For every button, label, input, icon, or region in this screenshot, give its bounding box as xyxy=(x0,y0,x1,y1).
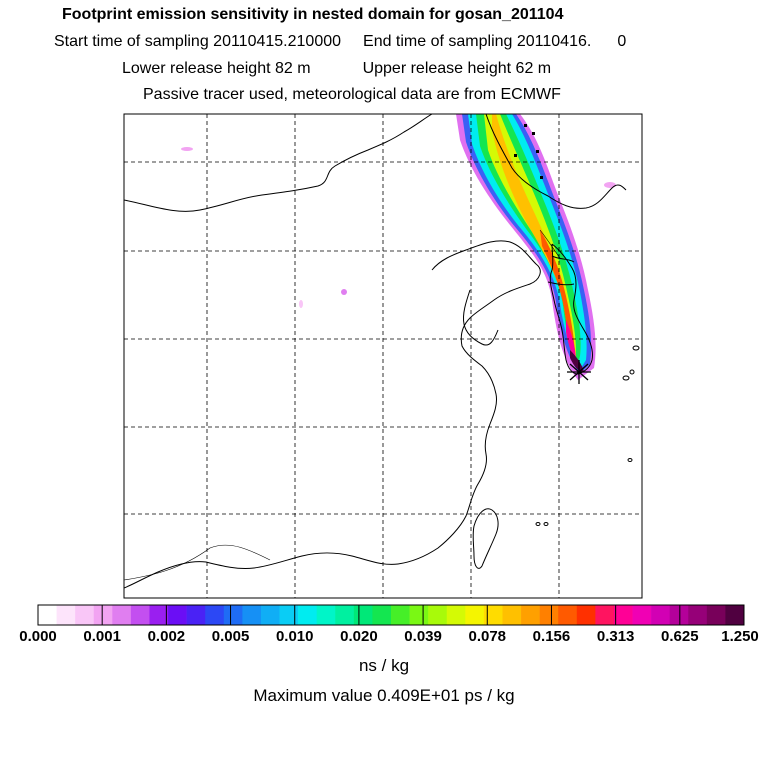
colorbar-tick-label: 0.000 xyxy=(19,628,57,645)
colorbar xyxy=(37,604,745,626)
colorbar-tick-label: 1.250 xyxy=(721,628,759,645)
colorbar-swatch xyxy=(465,605,485,625)
units-label: ns / kg xyxy=(358,656,410,675)
colorbar-swatch xyxy=(372,605,392,625)
colorbar-swatch xyxy=(298,605,317,625)
colorbar-tick-label: 0.313 xyxy=(596,628,635,645)
map-title: Footprint emission sensitivity in nested… xyxy=(62,6,564,23)
map-frame xyxy=(123,113,643,599)
emission-plume xyxy=(181,114,616,380)
colorbar-swatch xyxy=(223,605,243,625)
country-borders xyxy=(124,229,561,581)
colorbar-tick-label: 0.005 xyxy=(211,628,250,645)
colorbar-swatch xyxy=(483,605,503,625)
colorbar-tick-label: 0.010 xyxy=(275,628,314,645)
plume-dots xyxy=(514,124,543,179)
colorbar-swatch xyxy=(409,605,429,625)
colorbar-swatch xyxy=(576,605,596,625)
colorbar-tick-label: 0.078 xyxy=(468,628,507,645)
colorbar-swatch xyxy=(539,605,559,625)
colorbar-swatch xyxy=(669,605,689,625)
release-height-line: Lower release height 82 m Upper release h… xyxy=(122,60,551,78)
upper-release-label: Upper release height 62 m xyxy=(362,60,552,77)
colorbar-swatch xyxy=(205,605,225,625)
colorbar-swatch xyxy=(725,605,745,625)
colorbar-swatch xyxy=(521,605,540,625)
colorbar-swatch xyxy=(149,605,169,625)
colorbar-swatch xyxy=(93,605,113,625)
sampling-time-line: Start time of sampling 20110415.210000 En… xyxy=(54,33,626,51)
colorbar-swatch xyxy=(38,605,57,625)
colorbar-swatch xyxy=(130,605,150,625)
colorbar-swatch xyxy=(688,605,708,625)
map-area xyxy=(124,114,642,598)
colorbar-swatch xyxy=(391,605,410,625)
colorbar-tick-label: 0.039 xyxy=(404,628,442,645)
lat-lon-grid xyxy=(124,114,642,598)
release-site-marker xyxy=(567,360,591,384)
colorbar-swatch xyxy=(502,605,522,625)
end-time-suffix: 0 xyxy=(617,33,627,50)
colorbar-swatch xyxy=(168,605,187,625)
colorbar-swatch xyxy=(112,605,132,625)
colorbar-swatch xyxy=(353,605,373,625)
colorbar-tick-label: 0.625 xyxy=(661,628,699,645)
colorbar-swatch xyxy=(613,605,633,625)
tracer-note: Passive tracer used, meteorological data… xyxy=(143,86,561,103)
colorbar-swatch xyxy=(56,605,76,625)
colorbar-tick-label: 0.156 xyxy=(532,628,571,645)
colorbar-swatch xyxy=(428,605,448,625)
colorbar-tick-label: 0.001 xyxy=(83,628,121,645)
maximum-value-label: Maximum value 0.409E+01 ps / kg xyxy=(253,686,515,705)
colorbar-swatch xyxy=(75,605,95,625)
colorbar-swatch xyxy=(595,605,615,625)
colorbar-swatch xyxy=(316,605,336,625)
colorbar-swatch xyxy=(186,605,206,625)
colorbar-swatch xyxy=(651,605,670,625)
coastlines xyxy=(124,114,640,589)
colorbar-swatch xyxy=(632,605,652,625)
colorbar-swatch xyxy=(706,605,726,625)
colorbar-swatch xyxy=(446,605,466,625)
colorbar-swatch xyxy=(279,605,299,625)
colorbar-swatch xyxy=(335,605,355,625)
start-time-label: Start time of sampling 20110415.210000 xyxy=(54,33,342,50)
colorbar-swatch xyxy=(558,605,578,625)
end-time-label: End time of sampling 20110416. xyxy=(363,33,592,50)
colorbar-swatch xyxy=(260,605,280,625)
lower-release-label: Lower release height 82 m xyxy=(122,60,311,77)
colorbar-tick-label: 0.002 xyxy=(147,628,186,645)
colorbar-tick-label: 0.020 xyxy=(340,628,378,645)
colorbar-swatch xyxy=(242,605,262,625)
